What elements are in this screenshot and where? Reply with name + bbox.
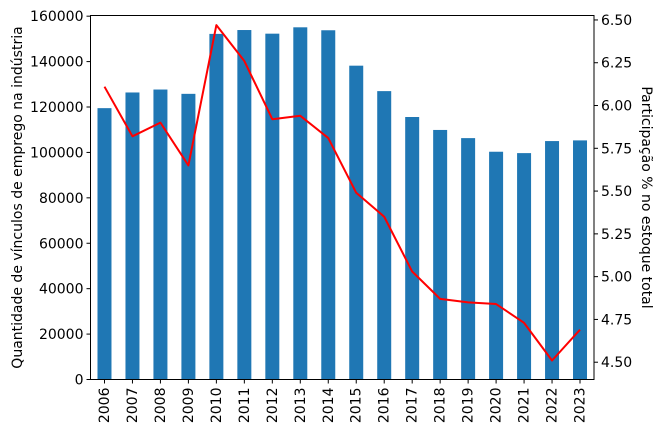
bar-2013 <box>293 27 308 380</box>
bar-2017 <box>405 117 420 380</box>
bar-2021 <box>517 153 532 380</box>
x-tick-label: 2017 <box>405 388 421 424</box>
x-tick-label: 2013 <box>293 388 309 424</box>
x-tick-label: 2021 <box>517 388 533 424</box>
y-tick-label-left: 120000 <box>30 100 83 116</box>
y-axis-label-left: Quantidade de vínculos de emprego na ind… <box>10 26 26 368</box>
x-tick-label: 2016 <box>377 387 393 423</box>
x-tick-label: 2018 <box>433 388 449 424</box>
y-tick-label-right: 4.75 <box>601 312 632 328</box>
x-tick-label: 2015 <box>349 388 365 424</box>
y-tick-label-right: 5.00 <box>601 270 632 286</box>
y-tick-label-right: 5.25 <box>601 227 632 243</box>
y-tick-label-right: 6.25 <box>601 56 632 72</box>
x-tick-label: 2012 <box>265 388 281 424</box>
bar-2007 <box>125 92 140 380</box>
bar-2010 <box>209 33 224 380</box>
y-tick-label-left: 40000 <box>39 282 84 298</box>
y-axis-label-right: Participação % no estoque total <box>638 86 654 308</box>
y-tick-label-left: 60000 <box>39 236 84 252</box>
x-tick-label: 2020 <box>489 388 505 424</box>
x-tick-label: 2010 <box>209 388 225 424</box>
y-tick-label-right: 6.50 <box>601 13 632 29</box>
bar-2012 <box>265 33 280 380</box>
x-tick-label: 2006 <box>97 387 113 423</box>
bar-2008 <box>153 89 168 380</box>
bar-2015 <box>349 65 364 380</box>
bar-2009 <box>181 93 196 380</box>
bar-2022 <box>545 141 560 380</box>
y-tick-label-left: 100000 <box>30 145 83 161</box>
bar-2016 <box>377 91 392 380</box>
bar-2020 <box>489 151 504 380</box>
y-tick-label-left: 20000 <box>39 327 84 343</box>
x-tick-label: 2009 <box>181 388 197 424</box>
bar-2023 <box>573 140 588 380</box>
participation-line <box>103 24 581 362</box>
bar-2018 <box>433 129 448 380</box>
y-tick-label-left: 80000 <box>39 191 84 207</box>
y-tick-label-left: 0 <box>75 373 84 389</box>
x-tick-label: 2022 <box>545 388 561 424</box>
bar-2014 <box>321 30 336 380</box>
bar-2011 <box>237 30 252 380</box>
y-tick-label-right: 4.50 <box>601 355 632 371</box>
bar-2006 <box>97 108 112 380</box>
bar-2019 <box>461 138 476 380</box>
y-tick-label-right: 6.00 <box>601 99 632 115</box>
plot-area: 0 20000 40000 60000 80000 100000 120000 140000 1… <box>30 9 632 423</box>
y-tick-label-right: 5.75 <box>601 141 632 157</box>
x-tick-label: 2008 <box>153 388 169 424</box>
y-tick-label-left: 140000 <box>30 55 83 71</box>
x-tick-label: 2019 <box>461 388 477 424</box>
x-tick-label: 2011 <box>237 388 253 424</box>
y-tick-label-left: 160000 <box>30 9 83 25</box>
y-tick-label-right: 5.50 <box>601 184 632 200</box>
x-tick-label: 2007 <box>125 388 141 424</box>
x-tick-label: 2023 <box>573 388 589 424</box>
x-tick-label: 2014 <box>321 387 337 423</box>
plot-border <box>90 15 595 380</box>
